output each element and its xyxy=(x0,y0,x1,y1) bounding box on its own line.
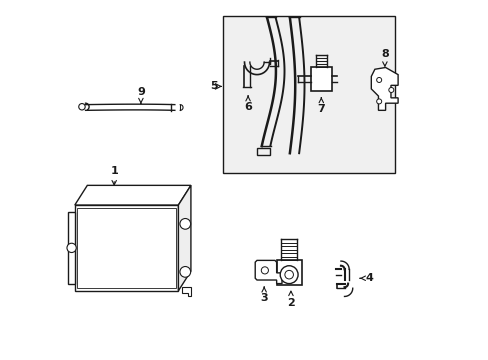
Text: 4: 4 xyxy=(359,273,373,283)
Text: 6: 6 xyxy=(244,96,251,112)
Text: 7: 7 xyxy=(317,98,325,113)
Polygon shape xyxy=(68,212,75,284)
Bar xyxy=(223,16,394,173)
Circle shape xyxy=(280,266,298,284)
Bar xyxy=(310,67,331,91)
Circle shape xyxy=(388,87,393,93)
Circle shape xyxy=(376,99,381,104)
Polygon shape xyxy=(182,287,191,296)
Text: 3: 3 xyxy=(260,287,267,303)
Text: 2: 2 xyxy=(286,291,294,308)
Circle shape xyxy=(180,266,190,277)
Circle shape xyxy=(180,219,190,229)
Text: 8: 8 xyxy=(380,49,388,66)
Circle shape xyxy=(285,270,293,279)
Text: 9: 9 xyxy=(137,87,144,103)
Circle shape xyxy=(67,243,76,252)
Text: 5: 5 xyxy=(210,81,218,91)
Bar xyxy=(223,16,394,173)
Polygon shape xyxy=(370,67,397,111)
Polygon shape xyxy=(178,185,190,291)
Polygon shape xyxy=(255,260,282,284)
Polygon shape xyxy=(75,205,178,291)
Circle shape xyxy=(376,77,381,82)
Text: 1: 1 xyxy=(110,166,118,185)
Circle shape xyxy=(261,267,268,274)
Bar xyxy=(276,260,301,285)
Polygon shape xyxy=(75,185,190,205)
